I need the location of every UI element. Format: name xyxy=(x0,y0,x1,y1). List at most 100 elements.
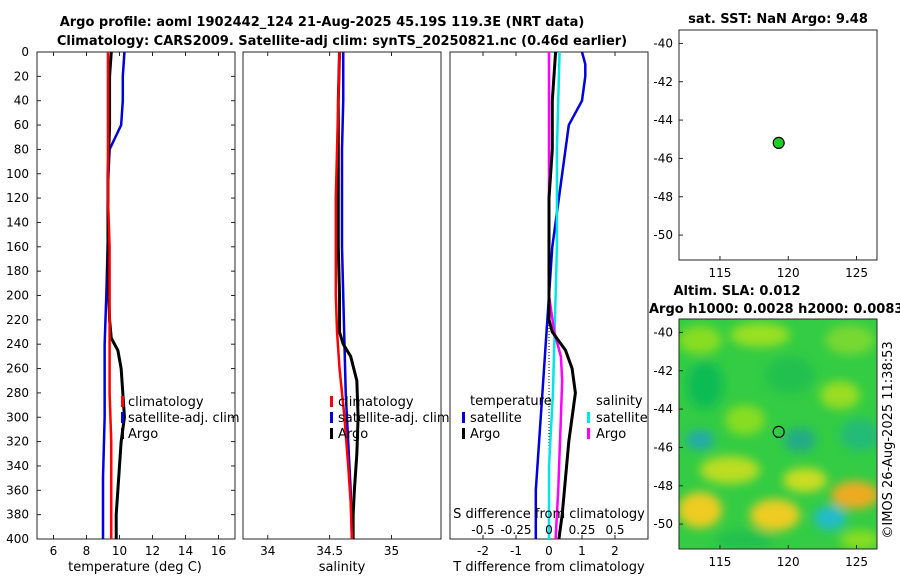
s-difference-tick-label: 0.5 xyxy=(605,523,624,537)
depth-tick-label: 380 xyxy=(6,508,29,522)
sla-blob xyxy=(687,361,723,409)
map-x-tick-label: 125 xyxy=(845,266,868,280)
series-line-t-satellite xyxy=(534,51,587,539)
legend-swatch-s-argo xyxy=(587,428,590,439)
depth-tick-label: 180 xyxy=(6,264,29,278)
sla-blob xyxy=(831,481,877,509)
depth-tick-label: 400 xyxy=(6,532,29,546)
depth-tick-label: 260 xyxy=(6,362,29,376)
sla-blob xyxy=(840,419,877,451)
difference-series xyxy=(534,51,587,540)
salinity-series xyxy=(334,51,360,540)
map-y-tick-label: -48 xyxy=(653,479,673,493)
sla-blob xyxy=(715,530,775,549)
sla-map-panel: Altim. SLA: 0.012 Argo h1000: 0.0028 h20… xyxy=(649,284,900,569)
salinity-legend: climatology satellite-adj. clim Argo xyxy=(330,395,450,442)
sla-map-marker xyxy=(772,425,785,438)
salinity-x-tick-label: 34 xyxy=(260,544,275,558)
temperature-x-tick-label: 6 xyxy=(50,544,58,558)
sst-map-marker xyxy=(772,136,785,149)
legend-label-t-satellite: satellite xyxy=(470,411,522,426)
sla-map-axes xyxy=(678,318,878,550)
temperature-legend: climatology satellite-adj. clim Argo xyxy=(121,395,240,442)
s-difference-tick-label: -0.5 xyxy=(471,523,494,537)
legend-swatch-climatology xyxy=(330,396,333,407)
difference-legend: temperature satellite Argo salinity sate… xyxy=(462,394,648,442)
legend-swatch-t-argo xyxy=(462,428,465,439)
sla-blob xyxy=(840,530,877,549)
depth-tick-label: 340 xyxy=(6,459,29,473)
sla-blob xyxy=(679,326,722,354)
sla-map-axes-ticks: -40 -42 -44 -46 -48 -50 115 120 125 xyxy=(653,325,868,569)
temperature-x-axis: 6 8 10 12 14 16 xyxy=(50,52,226,558)
legend-swatch-t-satellite xyxy=(462,412,465,423)
temperature-series xyxy=(101,51,126,539)
legend-label-argo: Argo xyxy=(338,427,368,442)
s-difference-tick-label: 0 xyxy=(545,523,553,537)
depth-tick-label: 100 xyxy=(6,167,29,181)
map-x-tick-label: 115 xyxy=(709,266,732,280)
difference-x-tick-label: -2 xyxy=(477,544,489,558)
temperature-panel: 0204060801001201401601802002202402602803… xyxy=(6,45,648,575)
sla-blob xyxy=(730,323,790,347)
map-x-tick-label: 120 xyxy=(777,266,800,280)
map-y-tick-label: -48 xyxy=(653,190,673,204)
figure-title-line1: Argo profile: aoml 1902442_124 21-Aug-20… xyxy=(60,15,585,30)
sst-map-title: sat. SST: NaN Argo: 9.48 xyxy=(688,12,868,27)
series-line-climatology xyxy=(106,52,113,539)
s-difference-tick-label: -0.25 xyxy=(500,523,531,537)
sla-blob xyxy=(725,405,765,435)
map-y-tick-label: -46 xyxy=(653,440,673,454)
series-line-t-argo xyxy=(547,51,577,540)
s-difference-axis-label: S difference from climatology xyxy=(453,507,645,522)
legend-label-s-argo: Argo xyxy=(596,427,626,442)
salinity-x-tick-label: 35 xyxy=(384,544,399,558)
sla-blob xyxy=(784,428,816,452)
legend-swatch-s-satellite xyxy=(587,412,590,423)
sla-blob xyxy=(825,325,875,355)
difference-xlabel: T difference from climatology xyxy=(452,560,645,575)
sla-blob xyxy=(783,468,827,492)
difference-x-tick-label: -1 xyxy=(510,544,522,558)
depth-tick-label: 200 xyxy=(6,289,29,303)
map-y-tick-label: -50 xyxy=(653,228,673,242)
legend-label-argo: Argo xyxy=(128,427,158,442)
sla-blob xyxy=(814,506,846,530)
legend-title-salinity: salinity xyxy=(596,394,643,409)
temperature-x-tick-label: 10 xyxy=(112,544,127,558)
difference-x-tick-label: 0 xyxy=(545,544,553,558)
depth-tick-label: 160 xyxy=(6,240,29,254)
sst-map-axes-ticks: -40 -42 -44 -46 -48 -50 115 120 125 xyxy=(653,36,868,280)
legend-swatch-argo xyxy=(330,428,333,439)
depth-tick-label: 280 xyxy=(6,386,29,400)
map-x-tick-label: 125 xyxy=(845,555,868,569)
map-x-tick-label: 120 xyxy=(777,555,800,569)
depth-tick-label: 0 xyxy=(21,45,29,59)
legend-label-satellite: satellite-adj. clim xyxy=(338,411,450,426)
sla-blob xyxy=(765,357,815,393)
temperature-x-tick-label: 16 xyxy=(211,544,226,558)
legend-label-climatology: climatology xyxy=(338,395,414,410)
depth-tick-label: 60 xyxy=(14,118,29,132)
sla-heatmap-blobs xyxy=(679,323,877,549)
map-y-tick-label: -40 xyxy=(653,36,673,50)
sla-blob xyxy=(679,492,722,528)
sla-blob xyxy=(750,499,800,531)
sst-map-panel: sat. SST: NaN Argo: 9.48 -40 -42 -44 -46 -48… xyxy=(653,12,878,280)
depth-tick-label: 120 xyxy=(6,191,29,205)
depth-tick-label: 140 xyxy=(6,215,29,229)
sla-blob xyxy=(686,430,714,450)
temperature-x-tick-label: 14 xyxy=(178,544,193,558)
s-difference-tick-labels: -0.5 -0.25 0 0.25 0.5 xyxy=(471,523,624,537)
legend-swatch-climatology xyxy=(121,396,124,407)
depth-tick-label: 360 xyxy=(6,483,29,497)
copyright-stamp: ©IMOS 26-Aug-2025 11:38:53 xyxy=(881,341,896,538)
map-y-tick-label: -44 xyxy=(653,113,673,127)
sla-map-title2: Argo h1000: 0.0028 h2000: 0.0083 xyxy=(649,302,900,317)
sla-heatmap xyxy=(679,319,877,549)
depth-tick-label: 20 xyxy=(14,69,29,83)
legend-title-temperature: temperature xyxy=(470,394,552,409)
map-y-tick-label: -50 xyxy=(653,517,673,531)
sla-blob xyxy=(700,456,760,484)
